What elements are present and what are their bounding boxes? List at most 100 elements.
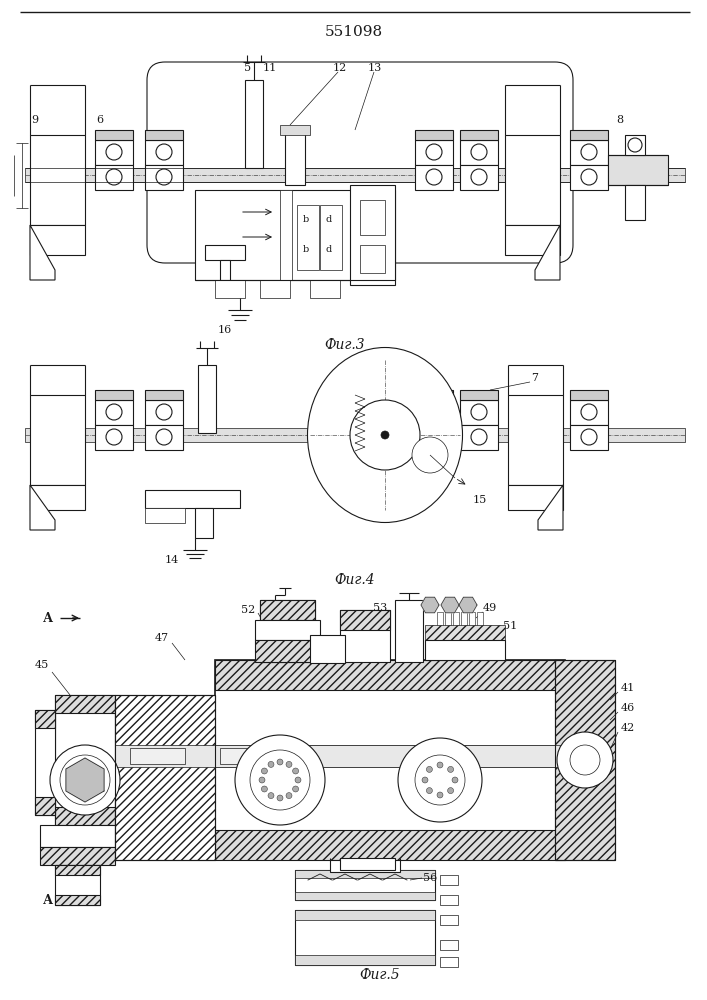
Circle shape (277, 795, 283, 801)
Text: Фиг.3: Фиг.3 (325, 338, 366, 352)
Bar (445, 612, 451, 647)
Text: 9: 9 (31, 115, 39, 125)
Text: 12: 12 (333, 63, 347, 73)
Text: Фиг.5: Фиг.5 (360, 968, 400, 982)
Circle shape (437, 762, 443, 768)
Circle shape (262, 768, 267, 774)
Bar (608, 155, 668, 185)
Circle shape (286, 793, 292, 799)
Bar (570, 140, 608, 165)
Bar (415, 130, 453, 140)
Text: 13: 13 (368, 63, 382, 73)
Polygon shape (66, 758, 104, 802)
Circle shape (156, 429, 172, 445)
Circle shape (268, 761, 274, 767)
Text: 48: 48 (301, 625, 315, 635)
Bar (570, 165, 608, 190)
Text: b: b (303, 245, 309, 254)
Bar (460, 400, 498, 425)
Bar (340, 610, 390, 630)
Circle shape (448, 788, 454, 794)
Circle shape (412, 437, 448, 473)
Circle shape (398, 738, 482, 822)
Polygon shape (421, 597, 439, 613)
Bar (340, 610, 390, 662)
Text: 16: 16 (218, 325, 232, 335)
Text: 47: 47 (155, 633, 169, 643)
Bar (220, 260, 230, 280)
Text: 53: 53 (373, 603, 387, 613)
Bar (145, 400, 183, 425)
Circle shape (268, 793, 274, 799)
Ellipse shape (308, 348, 462, 522)
Bar (570, 400, 608, 425)
Circle shape (471, 144, 487, 160)
Bar (460, 130, 498, 140)
Bar (415, 400, 453, 425)
Circle shape (106, 144, 122, 160)
Bar (55, 695, 115, 825)
Circle shape (106, 169, 122, 185)
Circle shape (381, 431, 389, 439)
Circle shape (426, 429, 442, 445)
Bar (505, 225, 560, 255)
Text: 11: 11 (263, 63, 277, 73)
Bar (297, 205, 319, 270)
Text: 8: 8 (617, 115, 624, 125)
Polygon shape (535, 225, 560, 280)
Text: 52: 52 (241, 605, 255, 615)
Circle shape (581, 144, 597, 160)
Bar (295, 870, 435, 900)
Bar (115, 745, 585, 767)
Bar (440, 957, 458, 967)
Text: 14: 14 (165, 555, 179, 565)
Circle shape (426, 169, 442, 185)
Bar (130, 748, 185, 764)
Bar (505, 135, 560, 225)
Bar (415, 140, 453, 165)
Polygon shape (538, 485, 563, 530)
Circle shape (259, 777, 265, 783)
Bar (30, 135, 85, 225)
Bar (40, 847, 115, 865)
Bar (415, 425, 453, 450)
Circle shape (426, 404, 442, 420)
Text: 51: 51 (503, 621, 517, 631)
Circle shape (557, 732, 613, 788)
Bar (440, 875, 458, 885)
Bar (145, 508, 185, 523)
Bar (220, 748, 275, 764)
Circle shape (293, 786, 298, 792)
Text: 6: 6 (96, 115, 103, 125)
Bar (555, 660, 615, 860)
Circle shape (628, 138, 642, 152)
Bar (260, 280, 290, 298)
Bar (508, 485, 563, 510)
Text: 49: 49 (483, 603, 497, 613)
Bar (95, 400, 133, 425)
Bar (35, 797, 55, 815)
Bar (95, 130, 133, 140)
Bar (330, 860, 400, 872)
Bar (440, 940, 458, 950)
Bar (115, 695, 215, 860)
Bar (55, 695, 115, 713)
Polygon shape (30, 485, 55, 530)
Circle shape (581, 404, 597, 420)
Circle shape (581, 169, 597, 185)
Circle shape (106, 404, 122, 420)
Circle shape (60, 755, 110, 805)
Bar (453, 612, 459, 647)
Bar (461, 612, 467, 647)
Text: b: b (303, 216, 309, 225)
Circle shape (452, 777, 458, 783)
Bar (508, 395, 563, 485)
Text: 41: 41 (621, 683, 635, 693)
Bar (30, 485, 85, 510)
Bar (95, 165, 133, 190)
Bar (198, 365, 216, 433)
Bar (30, 395, 85, 485)
Bar (295, 955, 435, 965)
Text: А: А (43, 894, 53, 906)
Bar (425, 640, 505, 660)
